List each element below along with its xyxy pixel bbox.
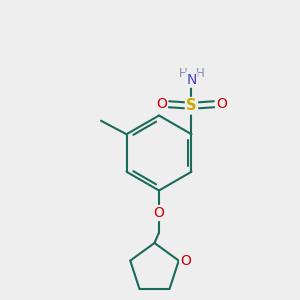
Text: N: N (186, 73, 197, 87)
Text: H: H (196, 67, 204, 80)
Text: H: H (179, 67, 188, 80)
Text: S: S (186, 98, 197, 113)
Text: O: O (154, 206, 164, 220)
Text: O: O (216, 97, 227, 111)
Text: O: O (180, 254, 191, 268)
Text: O: O (156, 97, 167, 111)
